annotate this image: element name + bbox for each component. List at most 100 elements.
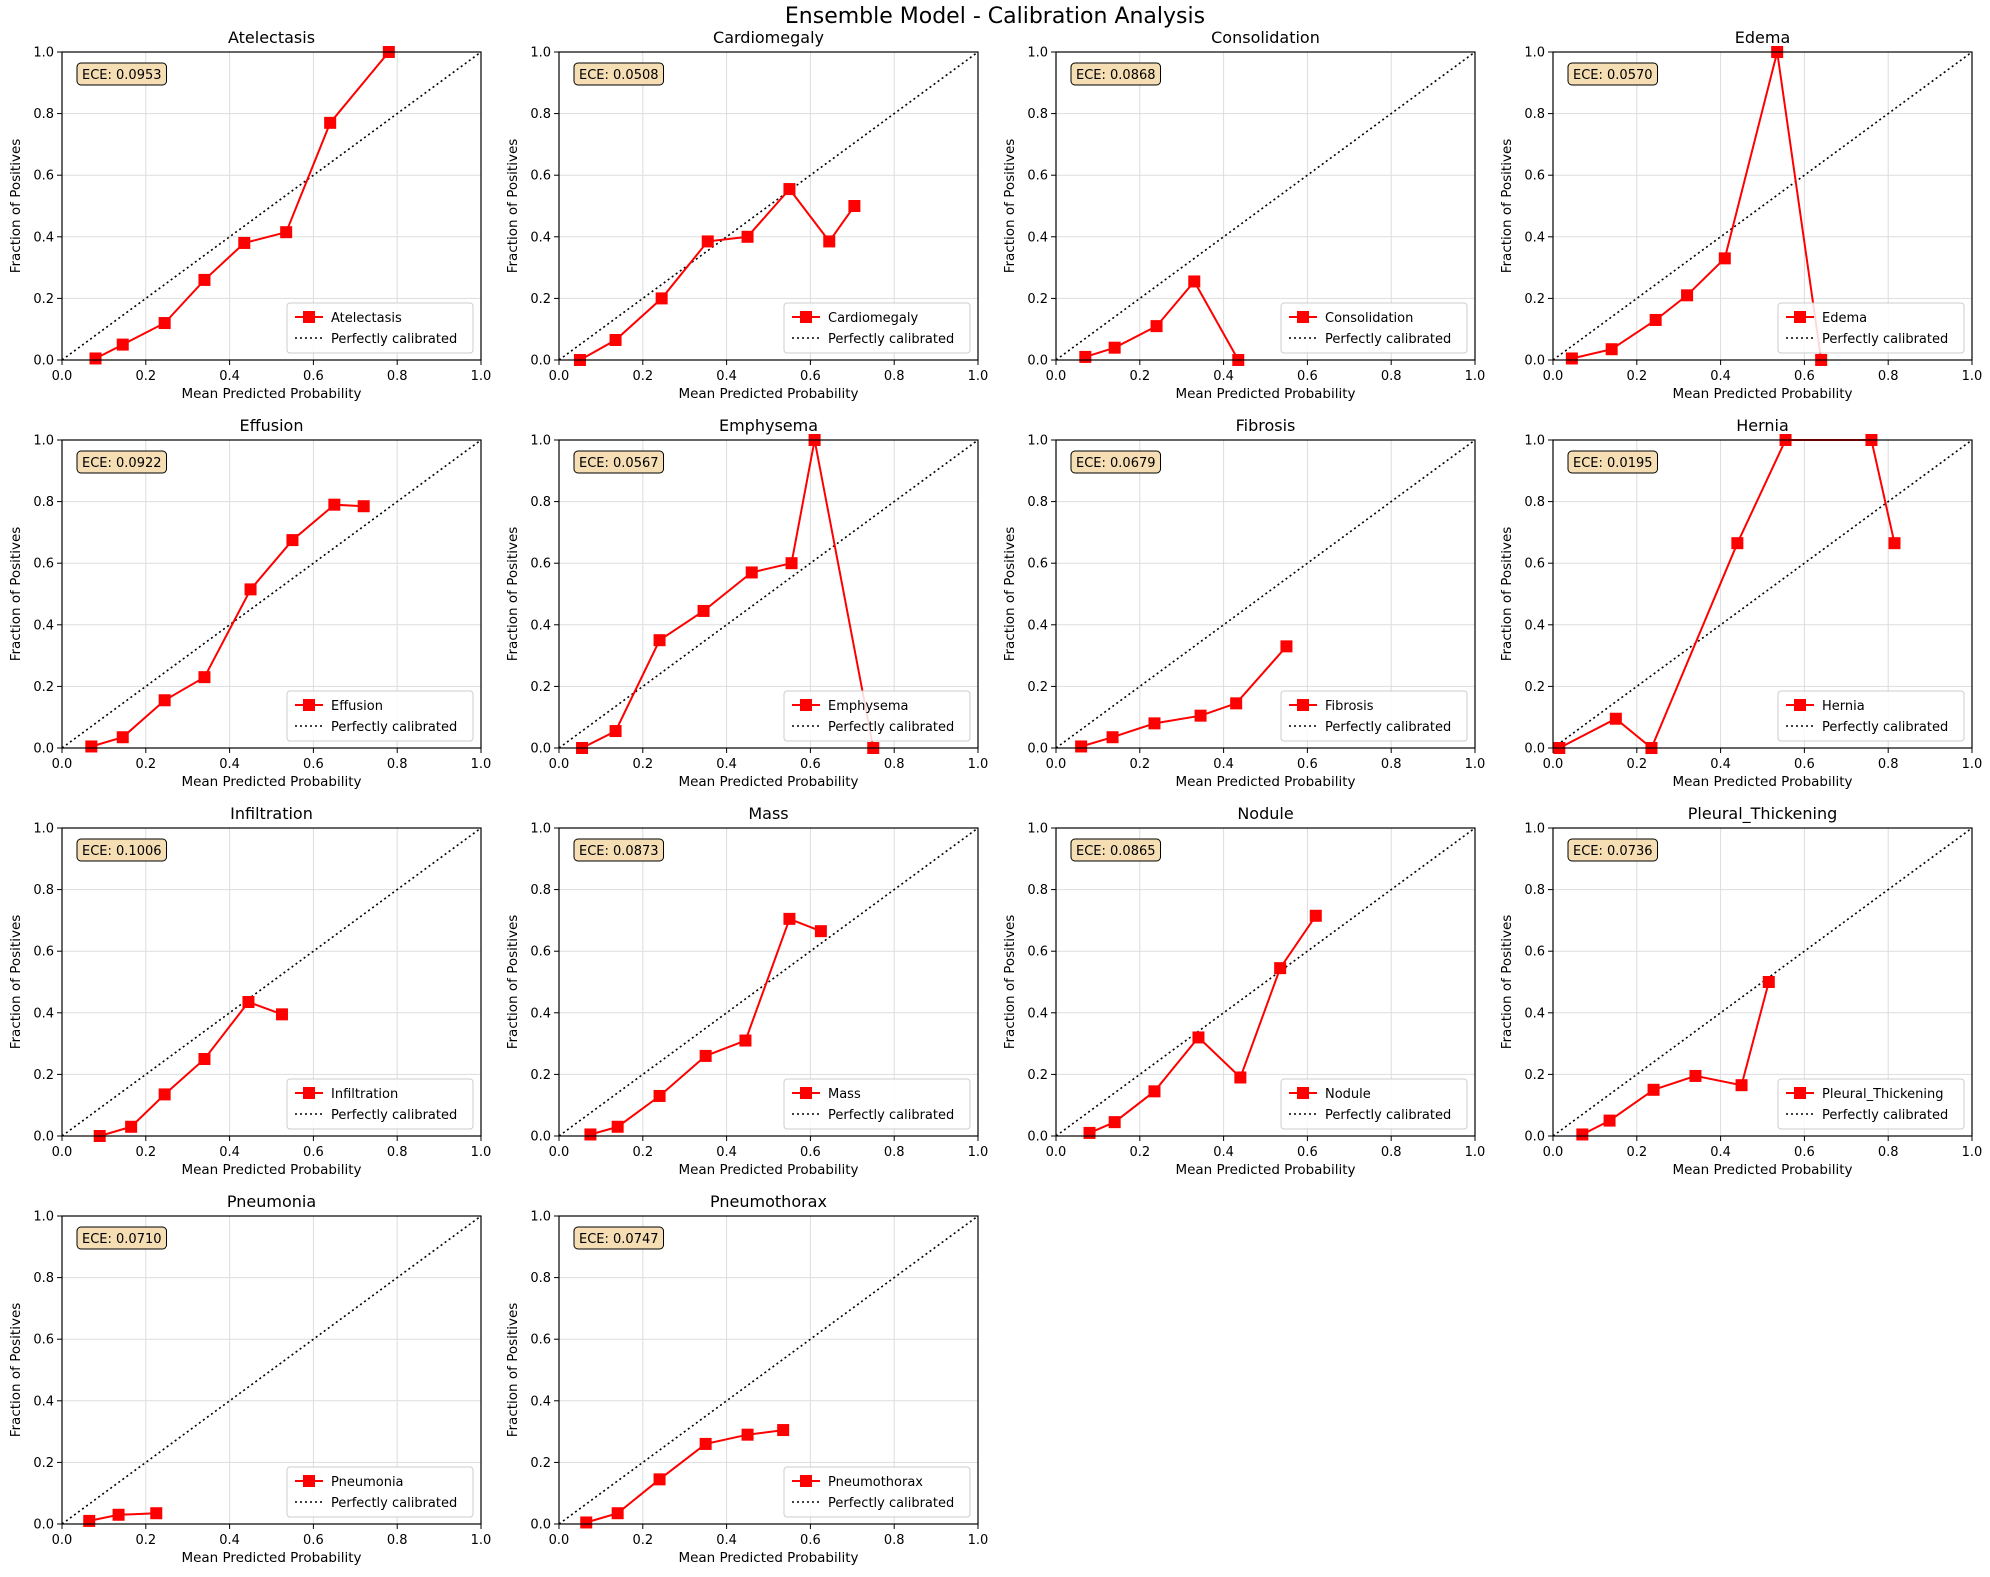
legend-series-marker — [800, 699, 812, 711]
data-point — [653, 1089, 666, 1102]
y-tick-label: 1.0 — [1027, 434, 1048, 449]
legend-series-label: Pleural_Thickening — [1822, 1087, 1943, 1102]
legend-box — [286, 690, 474, 742]
y-axis-label: Fraction of Positives — [8, 915, 24, 1050]
ece-box — [573, 838, 665, 862]
legend-reference-label: Perfectly calibrated — [1822, 332, 1948, 347]
x-axis-label: Mean Predicted Probability — [1175, 386, 1355, 402]
ece-value: ECE: 0.0736 — [1573, 844, 1653, 859]
x-axis-label: Mean Predicted Probability — [181, 774, 361, 790]
x-tick-label: 0.0 — [1046, 1145, 1067, 1160]
subplot-title: Pneumothorax — [710, 1192, 827, 1211]
x-tick-label: 0.4 — [1710, 757, 1731, 772]
data-point — [83, 1514, 96, 1527]
y-tick-label: 0.8 — [530, 107, 551, 122]
x-tick-label: 0.4 — [716, 369, 737, 384]
data-point — [150, 1507, 163, 1520]
x-tick-label: 1.0 — [1465, 369, 1486, 384]
y-tick-label: 0.8 — [530, 883, 551, 898]
y-tick-label: 0.8 — [33, 1271, 54, 1286]
data-point — [1309, 909, 1322, 922]
x-tick-label: 1.0 — [968, 1145, 989, 1160]
y-tick-label: 0.0 — [1524, 1130, 1545, 1145]
x-tick-label: 0.0 — [52, 1533, 73, 1548]
y-tick-label: 0.6 — [530, 557, 551, 572]
subplot-title: Mass — [748, 804, 788, 823]
y-tick-label: 0.4 — [530, 1006, 551, 1021]
x-tick-label: 0.2 — [1129, 757, 1150, 772]
y-tick-label: 0.2 — [530, 680, 551, 695]
x-tick-label: 0.2 — [632, 369, 653, 384]
data-point — [739, 1034, 752, 1047]
ece-value: ECE: 0.0195 — [1573, 456, 1653, 471]
data-point — [783, 183, 796, 196]
subplot-pneumothorax: 0.0 0.2 0.4 0.6 0.8 1.0 0.0 0.2 0.4 0.6 0.8 1.0 Pneu… — [505, 1192, 988, 1566]
x-tick-label: 0.4 — [1213, 757, 1234, 772]
data-point — [609, 725, 622, 738]
data-point — [783, 912, 796, 925]
x-tick-label: 1.0 — [968, 1533, 989, 1548]
data-point — [814, 925, 827, 938]
y-tick-label: 0.0 — [530, 1130, 551, 1145]
x-axis-label: Mean Predicted Probability — [678, 1550, 858, 1566]
data-point — [741, 1428, 754, 1441]
y-tick-label: 0.0 — [530, 1518, 551, 1533]
data-point — [198, 273, 211, 286]
x-tick-label: 0.6 — [1794, 369, 1815, 384]
x-tick-label: 1.0 — [968, 369, 989, 384]
x-tick-label: 0.8 — [387, 1533, 408, 1548]
y-tick-label: 0.4 — [33, 1394, 54, 1409]
data-point — [611, 1120, 624, 1133]
y-tick-label: 0.2 — [1524, 1068, 1545, 1083]
perfect-calibration-line — [1055, 827, 1476, 1137]
data-point — [1106, 731, 1119, 744]
x-axis-label: Mean Predicted Probability — [181, 1550, 361, 1566]
y-axis-label: Fraction of Positives — [505, 139, 521, 274]
subplot-nodule: 0.0 0.2 0.4 0.6 0.8 1.0 0.0 0.2 0.4 0.6 0.8 1.0 Nodu… — [1002, 804, 1485, 1178]
ece-box — [573, 450, 665, 474]
y-tick-label: 1.0 — [530, 434, 551, 449]
y-tick-label: 0.6 — [530, 945, 551, 960]
y-tick-label: 0.8 — [1027, 495, 1048, 510]
ece-value: ECE: 0.0922 — [82, 456, 162, 471]
x-tick-label: 0.8 — [1878, 1145, 1899, 1160]
subplot-atelectasis: 0.0 0.2 0.4 0.6 0.8 1.0 0.0 0.2 0.4 0.6 0.8 1.0 Atel… — [8, 28, 491, 402]
x-tick-label: 0.2 — [632, 1533, 653, 1548]
y-tick-label: 0.2 — [33, 292, 54, 307]
data-point — [1689, 1069, 1702, 1082]
ece-value: ECE: 0.0567 — [579, 456, 659, 471]
subplot-pleural-thickening: 0.0 0.2 0.4 0.6 0.8 1.0 0.0 0.2 0.4 0.6 0.8 1.0 Pleu… — [1499, 804, 1982, 1178]
y-tick-label: 0.2 — [530, 1068, 551, 1083]
x-tick-label: 0.8 — [387, 369, 408, 384]
y-tick-label: 0.0 — [530, 354, 551, 369]
data-point — [324, 116, 337, 129]
data-point — [198, 671, 211, 684]
legend-reference-label: Perfectly calibrated — [1822, 720, 1948, 735]
data-point — [1609, 712, 1622, 725]
data-point — [1194, 709, 1207, 722]
x-tick-label: 0.6 — [1297, 757, 1318, 772]
axes-frame — [61, 51, 482, 361]
axes-frame — [558, 439, 979, 749]
x-axis-label: Mean Predicted Probability — [1175, 774, 1355, 790]
x-tick-label: 0.0 — [549, 1533, 570, 1548]
axes-frame — [1055, 439, 1476, 749]
calibration-curve — [95, 51, 390, 360]
ece-value: ECE: 0.0747 — [579, 1232, 659, 1247]
legend-series-marker — [800, 1475, 812, 1487]
data-point — [1148, 1085, 1161, 1098]
x-tick-label: 0.0 — [549, 1145, 570, 1160]
y-axis-label: Fraction of Positives — [8, 1303, 24, 1438]
data-point — [741, 230, 754, 243]
subplot-effusion: 0.0 0.2 0.4 0.6 0.8 1.0 0.0 0.2 0.4 0.6 0.8 1.0 Effu… — [8, 416, 491, 790]
perfect-calibration-line — [1552, 51, 1973, 361]
y-tick-label: 0.0 — [33, 742, 54, 757]
data-point — [1274, 962, 1287, 975]
subplot-title: Consolidation — [1211, 28, 1320, 47]
data-point — [1762, 976, 1775, 988]
x-tick-label: 0.8 — [884, 1533, 905, 1548]
y-tick-label: 0.0 — [1027, 1130, 1048, 1145]
y-tick-label: 0.2 — [33, 1456, 54, 1471]
